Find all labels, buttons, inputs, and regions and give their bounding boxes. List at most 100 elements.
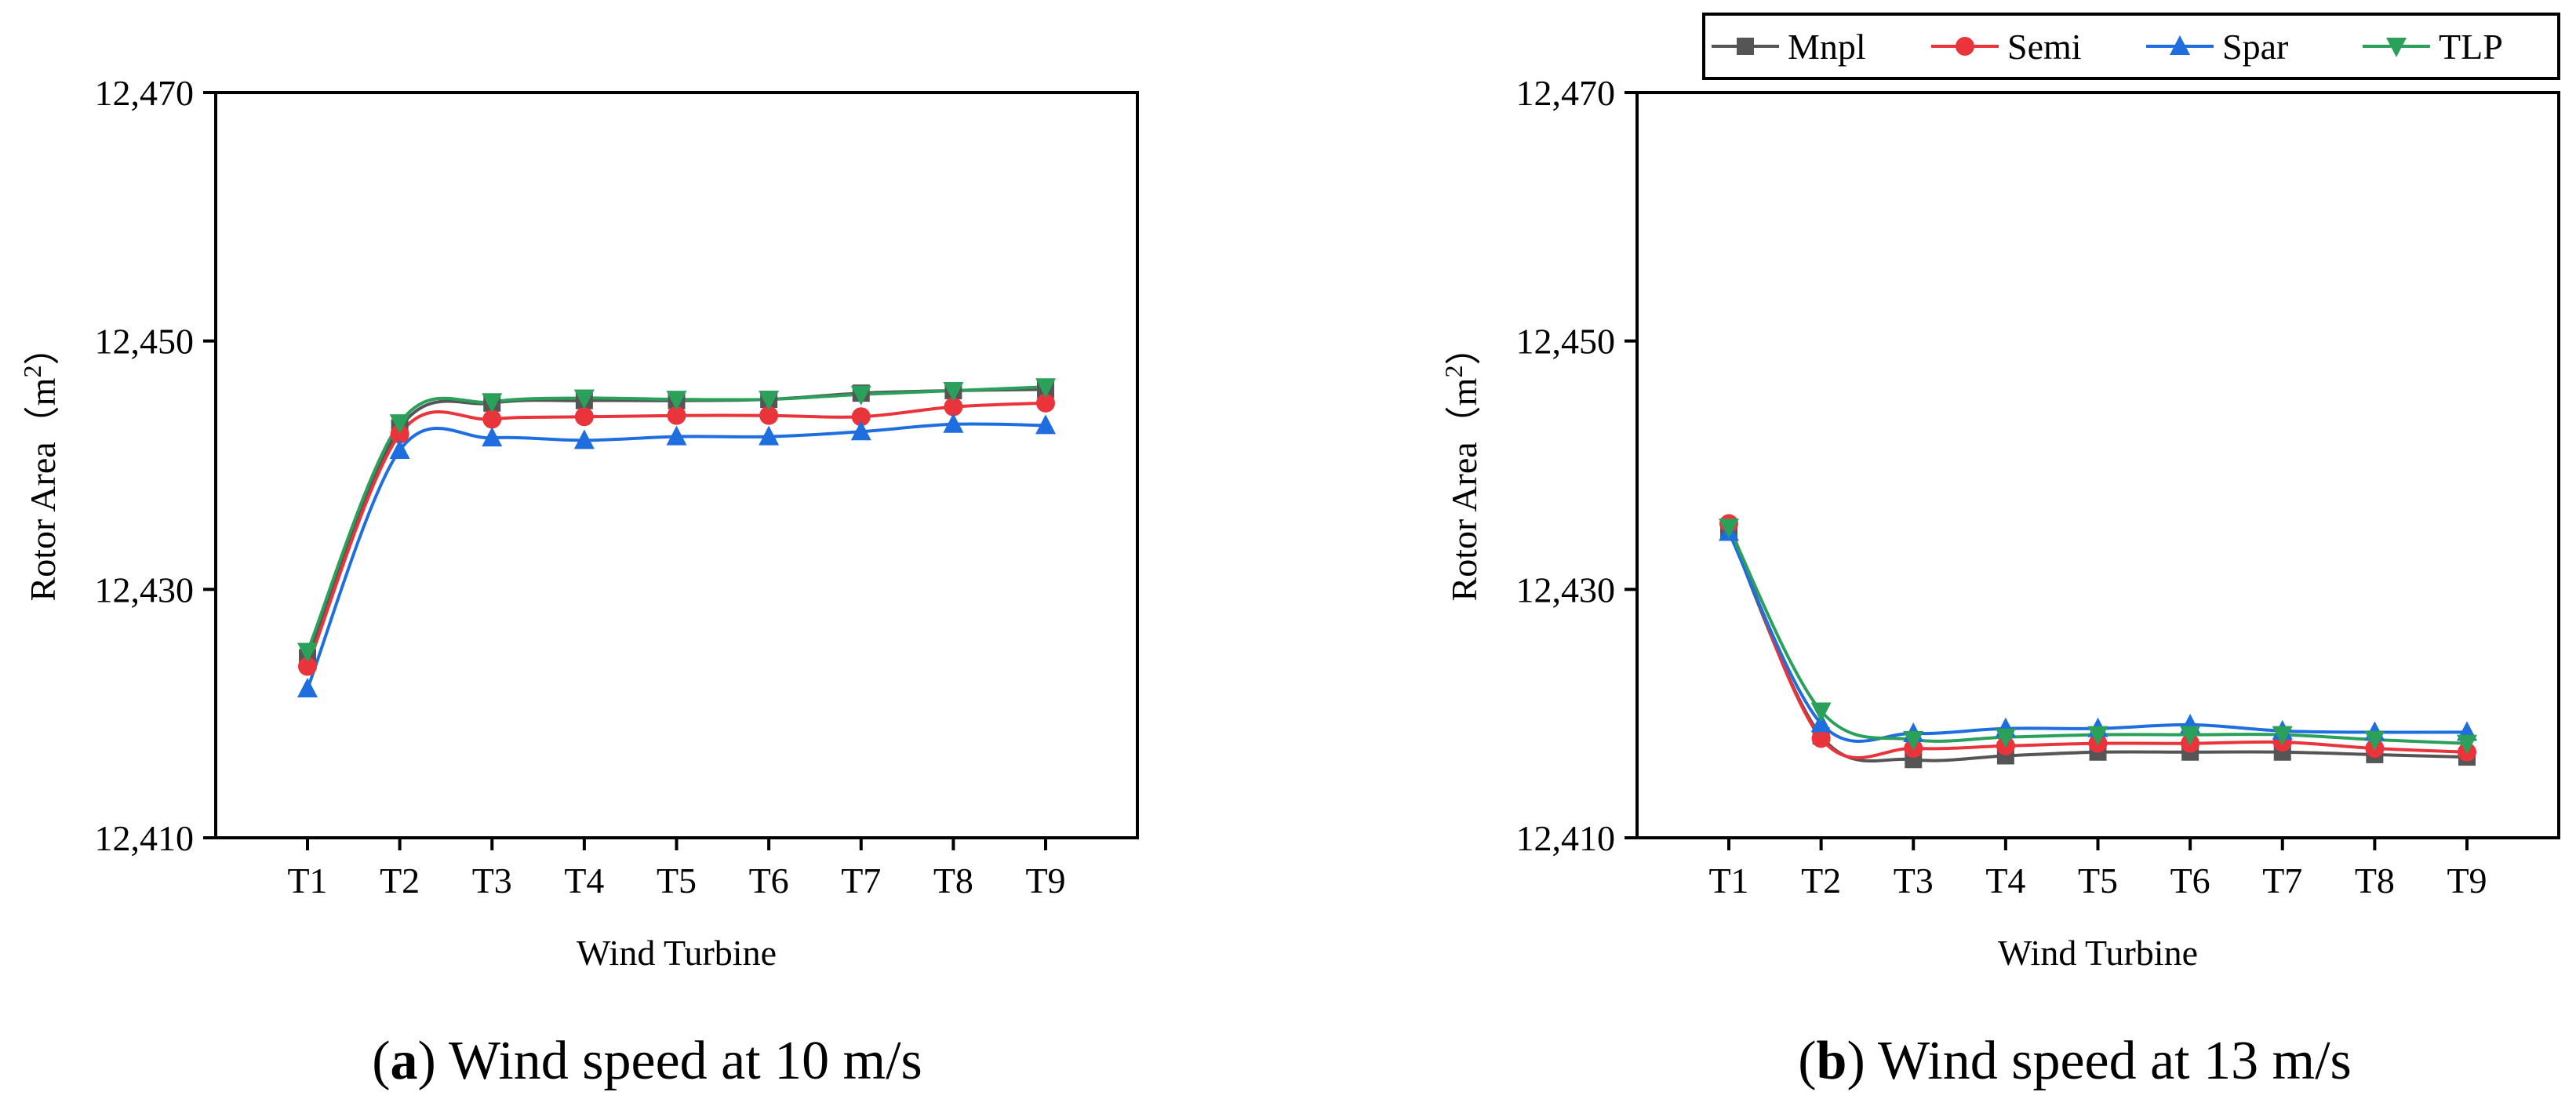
- point-semi: [574, 407, 594, 427]
- caption-letter: b: [1817, 1031, 1847, 1091]
- y-tick-label: 12,470: [95, 73, 195, 113]
- y-tick-label: 12,470: [1516, 73, 1616, 113]
- x-tick-label: T5: [2078, 861, 2118, 901]
- y-axis-title-sup: 2: [1439, 366, 1468, 378]
- y-tick-label: 12,430: [1516, 570, 1616, 610]
- chart-panel-b: 12,410 12,430 12,450 12,470 T1 T2 T3 T4 T5 T6 T7 T8…: [1439, 73, 2560, 1091]
- point-spar: [850, 420, 871, 441]
- point-semi: [667, 406, 686, 425]
- caption-paren: ): [1846, 1031, 1865, 1091]
- x-tick-label: T9: [2447, 861, 2487, 901]
- y-axis-title: Rotor Area（m2）: [1439, 329, 1484, 602]
- point-tlp: [1810, 702, 1832, 722]
- point-semi: [759, 406, 779, 425]
- x-tick-label: T5: [657, 861, 697, 901]
- point-spar: [297, 678, 318, 697]
- x-axis-title: Wind Turbine: [577, 933, 777, 973]
- x-tick-label: T8: [2355, 861, 2395, 901]
- caption-paren: (: [1798, 1031, 1816, 1091]
- x-tick-label: T9: [1025, 861, 1065, 901]
- x-tick-label: T8: [933, 861, 973, 901]
- caption-text: Wind speed at 10 m/s: [436, 1031, 922, 1091]
- point-tlp: [1035, 378, 1056, 399]
- legend-label-mnpl: Mnpl: [1788, 27, 1866, 67]
- point-semi: [944, 397, 963, 417]
- panel-caption: (b) Wind speed at 13 m/s: [1798, 1031, 2352, 1091]
- x-tick-label: T6: [749, 861, 789, 901]
- x-tick-label: T3: [472, 861, 512, 901]
- y-axis-title-main: Rotor Area（m: [23, 377, 63, 601]
- x-tick-label: T2: [380, 861, 420, 901]
- x-tick-label: T3: [1894, 861, 1934, 901]
- point-tlp: [2457, 734, 2477, 755]
- y-tick-label: 12,450: [95, 322, 195, 362]
- y-axis-title-close: ）: [1444, 329, 1484, 366]
- legend-marker-semi: [1956, 37, 1974, 56]
- point-spar: [759, 425, 780, 446]
- legend-label-spar: Spar: [2222, 27, 2288, 67]
- point-spar: [1035, 414, 1056, 435]
- y-axis-title-main: Rotor Area（m: [1444, 377, 1484, 601]
- point-tlp: [297, 642, 318, 663]
- legend-label-tlp: TLP: [2439, 27, 2503, 67]
- point-spar: [666, 425, 687, 446]
- point-semi: [851, 407, 871, 427]
- x-tick-label: T2: [1801, 861, 1841, 901]
- point-tlp: [2087, 726, 2108, 746]
- series-line-spar: [1727, 531, 2468, 743]
- caption-paren: ): [418, 1031, 436, 1091]
- legend-label-semi: Semi: [2007, 27, 2082, 67]
- point-tlp: [573, 389, 595, 409]
- point-semi: [1036, 393, 1055, 413]
- point-tlp: [943, 382, 964, 402]
- x-tick-label: T7: [2262, 861, 2302, 901]
- point-tlp: [2272, 726, 2293, 746]
- point-semi: [1811, 729, 1831, 748]
- y-tick-label: 12,410: [95, 818, 195, 858]
- x-tick-label: T7: [841, 861, 881, 901]
- point-tlp: [666, 391, 687, 411]
- chart-panel-a: 12,410 12,430 12,450 12,470 T1 T2 T3 T4 T5 T6 T7 T8…: [18, 73, 1139, 1091]
- y-tick-label: 12,430: [95, 570, 195, 610]
- series-line-tlp: [1727, 526, 2468, 745]
- x-tick-label: T4: [1985, 861, 2025, 901]
- point-tlp: [850, 385, 871, 406]
- point-tlp: [1903, 730, 1924, 751]
- panel-caption: (a) Wind speed at 10 m/s: [372, 1031, 922, 1091]
- x-tick-label: T1: [1708, 861, 1748, 901]
- point-tlp: [2364, 730, 2385, 751]
- point-tlp: [2180, 726, 2201, 746]
- point-semi: [298, 657, 317, 676]
- caption-paren: (: [372, 1031, 390, 1091]
- caption-text: Wind speed at 13 m/s: [1865, 1031, 2352, 1091]
- plot-frame: [214, 91, 1139, 839]
- legend-marker-mnpl: [1737, 38, 1754, 55]
- point-spar: [389, 439, 410, 459]
- point-tlp: [1719, 519, 1739, 539]
- point-semi: [390, 424, 409, 444]
- point-semi: [482, 409, 502, 429]
- point-spar: [1810, 712, 1832, 733]
- legend-marker-tlp: [2386, 38, 2407, 57]
- point-spar: [943, 413, 964, 433]
- point-tlp: [1995, 728, 2016, 748]
- y-axis-title-sup: 2: [18, 366, 46, 378]
- x-tick-label: T1: [287, 861, 327, 901]
- legend: Mnpl Semi Spar TLP: [1702, 13, 2560, 80]
- y-axis-title: Rotor Area（m2）: [18, 329, 63, 602]
- point-spar: [482, 427, 503, 447]
- caption-letter: a: [391, 1031, 418, 1091]
- y-axis-title-close: ）: [23, 329, 63, 366]
- y-tick-label: 12,410: [1516, 818, 1616, 858]
- point-tlp: [389, 414, 410, 435]
- point-spar: [573, 429, 595, 449]
- x-axis-title: Wind Turbine: [1998, 933, 2198, 973]
- series-line-spar: [306, 422, 1046, 690]
- point-tlp: [759, 391, 780, 411]
- x-tick-label: T4: [564, 861, 604, 901]
- legend-marker-spar: [2170, 35, 2190, 55]
- y-tick-label: 12,450: [1516, 322, 1616, 362]
- x-tick-label: T6: [2170, 861, 2210, 901]
- point-tlp: [482, 393, 503, 413]
